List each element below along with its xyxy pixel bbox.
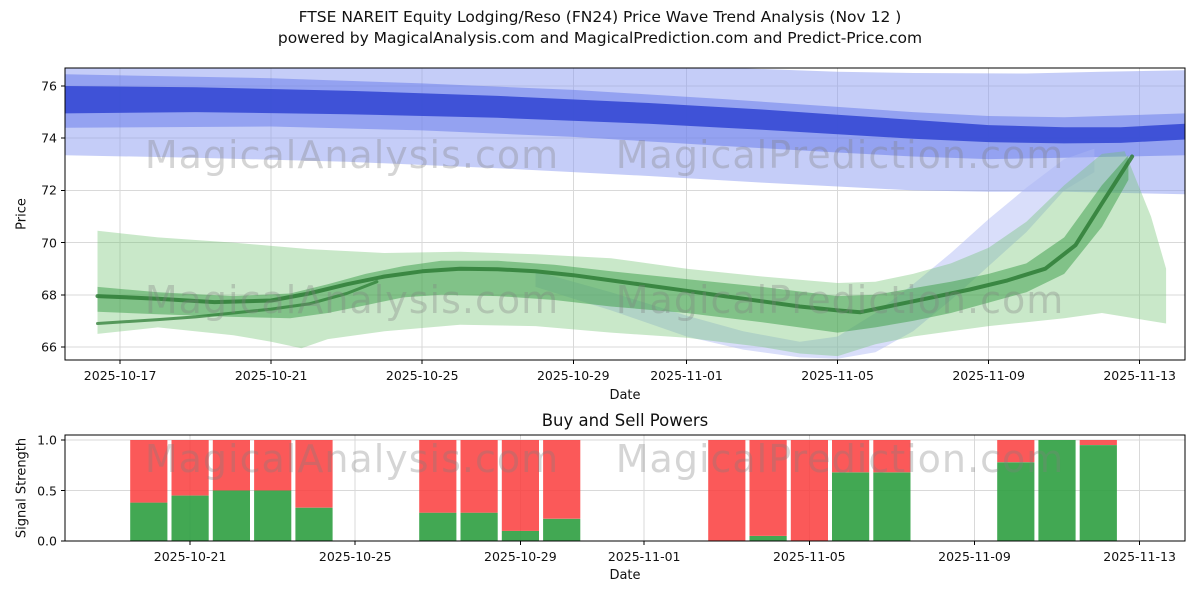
sell-power-bar [171,440,209,496]
sell-power-bar [1079,440,1117,445]
prediction-fan-band [535,148,1095,359]
buy-power-bar [460,512,498,541]
sell-power-bar [749,440,787,536]
buy-power-bar [501,530,539,541]
x-tick-label: 2025-11-01 [650,368,723,383]
buy-power-bar [419,512,457,541]
sell-power-bar [460,440,498,513]
lower-trend-secondary-line [96,280,379,325]
buy-power-bar [543,518,581,541]
buy-power-bar [997,462,1035,541]
x-tick-label: 2025-11-13 [1103,549,1176,564]
x-tick-label: 2025-10-21 [153,549,227,564]
sell-power-bar [832,440,870,473]
lower-trend-band-mid [97,155,1129,333]
sell-power-bar [254,440,292,491]
plot-frame [64,67,1186,361]
buy-power-bar [212,490,250,541]
x-tick-label: 2025-11-09 [952,368,1025,383]
sell-power-bar [212,440,250,491]
y-tick-label: 72 [41,182,57,198]
upper-trend-core-band [65,86,1185,144]
y-tick-label: 68 [41,287,57,303]
sell-power-bar [997,440,1035,463]
x-tick-label: 2025-10-25 [318,549,392,564]
buy-power-bar [254,490,292,541]
page-title: FTSE NAREIT Equity Lodging/Reso (FN24) P… [298,8,902,26]
buy-power-bar [295,507,333,541]
x-tick-label: 2025-10-25 [385,368,459,383]
y-tick-label: 1.0 [37,432,57,448]
buy-power-bar [832,472,870,541]
x-tick-label: 2025-10-29 [484,549,557,564]
lower-trend-center-line [95,154,1135,315]
sell-power-bar [543,440,581,519]
top-date-axis-label: Date [609,388,641,403]
bottom-date-axis-label: Date [609,568,641,583]
buy-power-bar [873,472,911,541]
sell-power-bar [130,440,168,503]
sell-power-bar [790,440,828,541]
x-tick-label: 2025-11-05 [801,368,874,383]
plot-frame [64,434,1186,542]
buy-power-bar [749,536,787,541]
x-tick-label: 2025-11-13 [1103,368,1176,383]
buy-power-bar [171,495,209,541]
sell-power-bar [295,440,333,508]
page-subtitle: powered by MagicalAnalysis.com and Magic… [277,29,923,47]
x-tick-label: 2025-11-09 [938,549,1011,564]
x-tick-label: 2025-11-05 [772,549,846,564]
y-tick-label: 0.5 [37,483,57,499]
y-tick-label: 74 [41,130,57,146]
buy-power-bar [130,502,168,541]
x-tick-label: 2025-10-17 [83,368,157,383]
y-tick-label: 70 [41,235,57,251]
sell-power-bar [873,440,911,473]
y-tick-label: 0.0 [37,533,57,549]
y-tick-label: 76 [41,78,57,94]
y-tick-label: 66 [41,339,57,355]
signal-chart-title: Buy and Sell Powers [541,411,709,430]
sell-power-bar [501,440,539,531]
sell-power-bar [419,440,457,513]
buy-power-bar [1079,445,1117,541]
buy-power-bar [1038,440,1076,541]
x-tick-label: 2025-10-29 [536,368,610,383]
x-tick-label: 2025-11-01 [607,549,681,564]
sell-power-bar [708,440,746,541]
x-tick-label: 2025-10-21 [234,368,308,383]
